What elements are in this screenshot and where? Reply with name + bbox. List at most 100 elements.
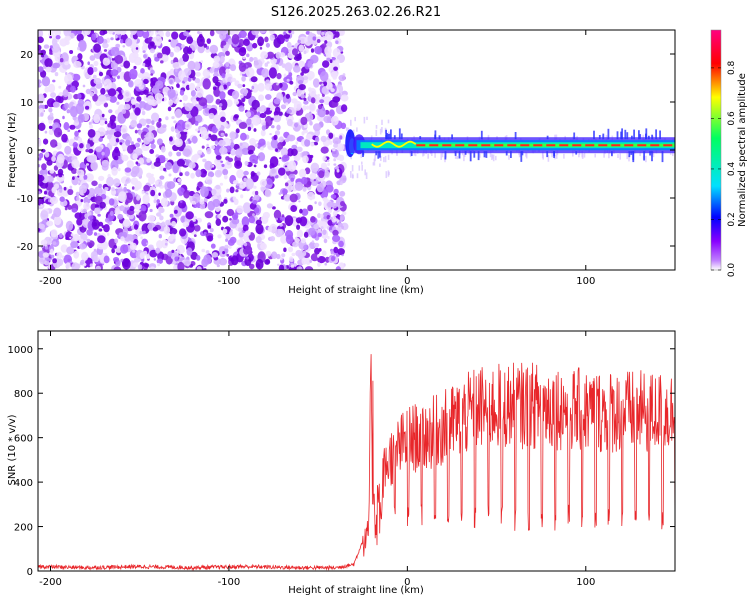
noise-speck <box>308 103 316 112</box>
noise-speck <box>383 157 385 163</box>
noise-speck <box>108 198 115 206</box>
noise-speck <box>83 174 88 180</box>
signal-spike <box>393 135 396 140</box>
noise-speck <box>49 248 54 254</box>
noise-speck <box>208 133 212 138</box>
noise-speck <box>323 238 328 244</box>
noise-speck <box>214 140 218 145</box>
noise-speck <box>244 160 249 166</box>
noise-speck <box>179 89 185 96</box>
noise-speck <box>179 57 184 63</box>
noise-speck <box>145 242 149 245</box>
noise-speck <box>186 264 190 267</box>
noise-speck <box>38 61 41 65</box>
noise-speck <box>236 169 245 179</box>
noise-speck <box>327 208 333 214</box>
noise-speck <box>158 192 161 196</box>
noise-speck <box>117 213 124 220</box>
noise-speck <box>93 60 99 67</box>
noise-speck <box>92 74 97 79</box>
noise-speck <box>59 233 63 238</box>
noise-speck <box>215 122 221 129</box>
signal-spike <box>410 151 413 156</box>
noise-speck <box>370 135 373 139</box>
noise-speck <box>309 172 317 180</box>
colorbar-label: Normalized spectral amplitude <box>737 73 748 227</box>
noise-speck <box>228 245 232 249</box>
noise-speck <box>255 143 259 148</box>
noise-speck <box>171 249 175 253</box>
x-tick-label: 0 <box>404 577 410 588</box>
noise-speck <box>103 255 110 264</box>
noise-speck <box>275 148 279 152</box>
noise-speck <box>155 247 161 254</box>
noise-speck <box>72 73 81 82</box>
noise-speck <box>101 225 105 229</box>
noise-speck <box>387 119 390 124</box>
noise-speck <box>44 130 48 134</box>
noise-speck <box>226 208 235 217</box>
noise-speck <box>303 124 308 128</box>
noise-speck <box>206 143 209 148</box>
noise-speck <box>103 49 108 52</box>
noise-speck <box>270 138 278 149</box>
noise-speck <box>134 180 142 190</box>
noise-speck <box>195 128 199 132</box>
noise-speck <box>64 35 72 41</box>
noise-speck <box>253 128 257 132</box>
noise-speck <box>88 155 94 162</box>
noise-speck <box>43 44 50 49</box>
noise-speck <box>99 119 105 126</box>
noise-speck <box>288 266 298 270</box>
noise-speck <box>224 247 229 254</box>
noise-speckle-layer <box>38 30 674 270</box>
noise-speck <box>106 96 111 101</box>
signal-spike <box>438 135 441 140</box>
noise-speck <box>85 88 91 95</box>
noise-speck <box>273 209 282 220</box>
noise-speck <box>198 97 208 107</box>
noise-speck <box>148 244 154 250</box>
noise-speck <box>265 250 272 257</box>
noise-speck <box>132 104 136 109</box>
signal-spike <box>451 134 453 140</box>
noise-speck <box>298 60 305 68</box>
noise-speck <box>155 157 161 164</box>
noise-speck <box>152 226 159 232</box>
noise-speck <box>218 85 224 92</box>
noise-speck <box>302 105 307 111</box>
noise-speck <box>209 228 214 233</box>
noise-speck <box>266 178 273 185</box>
noise-speck <box>290 177 295 182</box>
signal-spike <box>624 129 627 140</box>
signal-line-layer <box>345 128 675 163</box>
noise-speck <box>314 136 320 143</box>
y-tick-label: 400 <box>14 478 33 489</box>
noise-speck <box>111 167 118 176</box>
noise-speck <box>129 205 135 211</box>
noise-speck <box>141 190 145 195</box>
noise-speck <box>281 214 285 218</box>
chart-title: S126.2025.263.02.26.R21 <box>271 5 441 20</box>
noise-speck <box>131 186 135 190</box>
noise-speck <box>351 173 354 179</box>
noise-speck <box>38 164 41 168</box>
noise-speck <box>82 208 87 214</box>
noise-speck <box>280 234 287 244</box>
noise-speck <box>240 194 244 199</box>
noise-speck <box>50 92 57 98</box>
noise-speck <box>71 208 78 213</box>
noise-speck <box>211 125 218 134</box>
noise-speck <box>645 155 647 163</box>
noise-speck <box>332 137 341 145</box>
noise-speck <box>123 60 131 69</box>
noise-speck <box>231 90 240 100</box>
noise-speck <box>387 154 390 160</box>
noise-speck <box>191 135 198 144</box>
noise-speck <box>77 137 83 143</box>
noise-speck <box>179 172 183 177</box>
noise-speck <box>423 150 425 156</box>
noise-speck <box>156 121 162 128</box>
signal-spike <box>655 129 657 140</box>
signal-spike <box>388 133 391 140</box>
